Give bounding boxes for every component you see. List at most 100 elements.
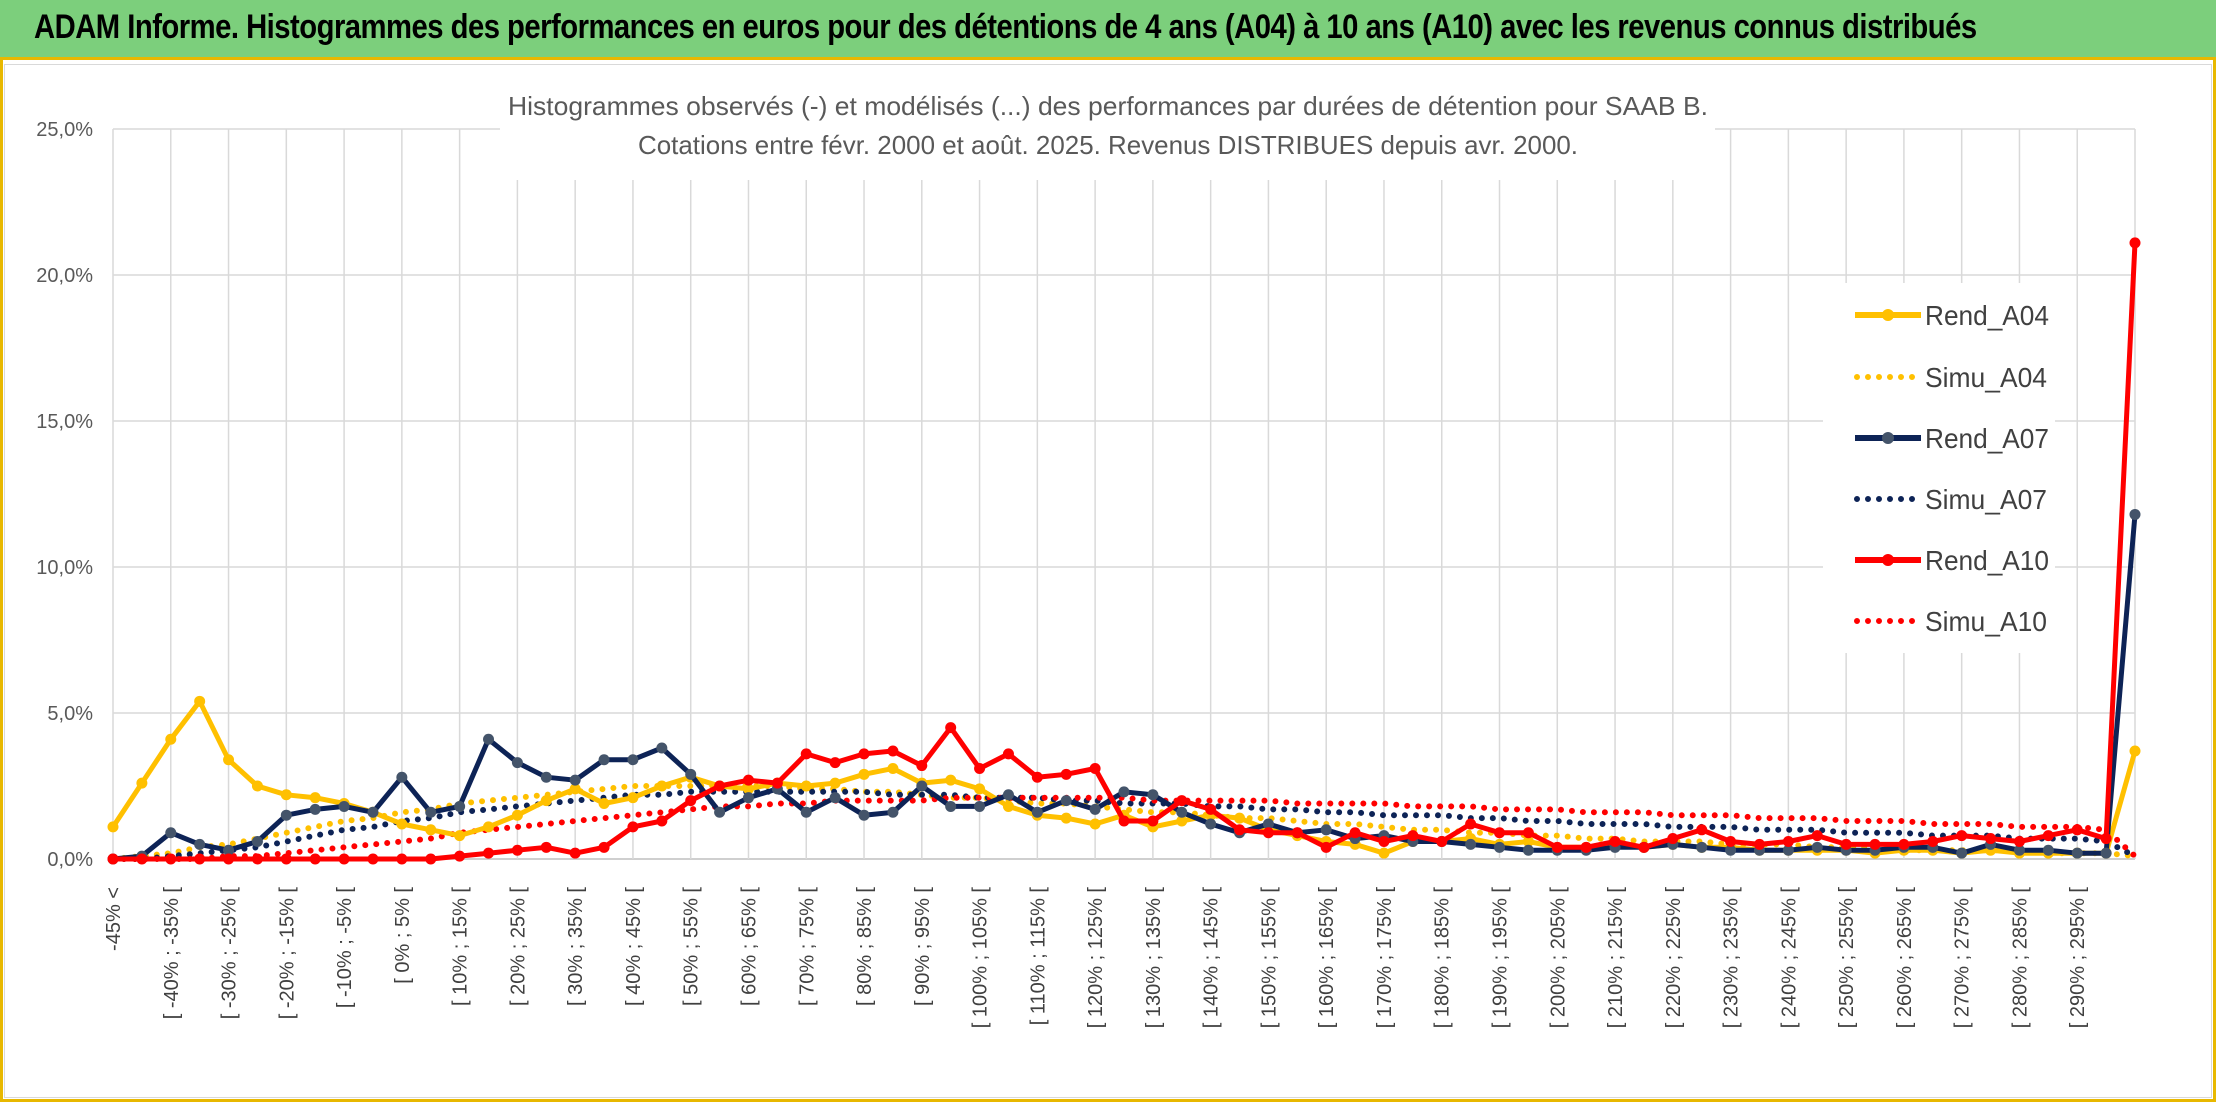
legend-marker	[1882, 432, 1894, 444]
x-tick-label: [ -30% ; -25% [	[219, 887, 241, 1020]
data-point-rend-a10	[1927, 835, 1939, 847]
data-point-rend-a10	[425, 853, 437, 865]
data-point-rend-a07	[483, 733, 495, 745]
data-point-rend-a07	[887, 806, 899, 818]
data-point-rend-a07	[454, 800, 466, 812]
data-point-rend-a04	[483, 821, 495, 833]
data-point-rend-a10	[1696, 824, 1708, 836]
data-point-rend-a04	[251, 780, 263, 792]
x-tick-label: [ -40% ; -35% [	[161, 887, 183, 1020]
data-point-rend-a10	[1667, 833, 1679, 845]
x-tick-label: [ 130% ; 135% [	[1143, 887, 1165, 1029]
data-point-rend-a07	[1956, 847, 1968, 859]
data-point-rend-a10	[338, 853, 350, 865]
legend-marker	[1882, 554, 1894, 566]
data-point-rend-a07	[656, 742, 668, 754]
data-point-rend-a10	[1551, 841, 1563, 853]
x-tick-label: [ 290% ; 295% [	[2067, 887, 2089, 1029]
data-point-rend-a04	[107, 821, 119, 833]
data-point-rend-a07	[1696, 841, 1708, 853]
data-point-rend-a10	[1205, 803, 1217, 815]
data-point-rend-a10	[742, 774, 754, 786]
data-point-rend-a04	[945, 774, 957, 786]
data-point-rend-a10	[2071, 824, 2083, 836]
data-point-rend-a10	[800, 748, 812, 760]
data-point-rend-a07	[1089, 803, 1101, 815]
data-point-rend-a10	[1349, 827, 1361, 839]
data-point-rend-a10	[1985, 833, 1997, 845]
y-tick-label: 20,0%	[36, 265, 93, 287]
data-point-rend-a10	[1898, 838, 1910, 850]
data-point-rend-a04	[598, 798, 610, 810]
data-point-rend-a04	[742, 783, 754, 795]
data-point-rend-a07	[1725, 844, 1737, 856]
data-point-rend-a10	[483, 847, 495, 859]
x-tick-label: [ 200% ; 205% [	[1547, 887, 1569, 1029]
data-point-rend-a10	[945, 722, 957, 734]
data-point-rend-a07	[1320, 824, 1332, 836]
chart-area: Histogrammes observés (-) et modélisés (…	[4, 64, 2212, 1098]
data-point-rend-a04	[887, 762, 899, 774]
data-point-rend-a07	[280, 809, 292, 821]
data-point-rend-a07	[945, 800, 957, 812]
data-point-rend-a10	[1002, 748, 1014, 760]
data-point-rend-a07	[1205, 818, 1217, 830]
legend-label: Simu_A04	[1925, 362, 2047, 393]
data-point-rend-a04	[540, 795, 552, 807]
data-point-rend-a04	[425, 824, 437, 836]
data-point-rend-a10	[2129, 237, 2141, 249]
data-point-rend-a10	[887, 745, 899, 757]
data-point-rend-a10	[1234, 824, 1246, 836]
x-axis-ticks: -45% < [ -40% ; -35% [[ -30% ; -25% [[ -2…	[103, 887, 2089, 1029]
data-point-rend-a04	[309, 792, 321, 804]
data-point-rend-a07	[742, 792, 754, 804]
legend-item-rend-a07: Rend_A07	[1855, 423, 2049, 454]
data-point-rend-a07	[858, 809, 870, 821]
chart-subtitle: Cotations entre févr. 2000 et août. 2025…	[638, 130, 1578, 160]
legend-label: Rend_A04	[1925, 300, 2049, 331]
legend-label: Rend_A10	[1925, 545, 2049, 576]
data-point-rend-a10	[1725, 835, 1737, 847]
data-point-rend-a04	[569, 783, 581, 795]
data-point-rend-a07	[165, 827, 177, 839]
data-point-rend-a04	[1522, 835, 1534, 847]
data-point-rend-a07	[2013, 844, 2025, 856]
data-point-rend-a10	[916, 760, 928, 772]
data-point-rend-a04	[511, 809, 523, 821]
data-point-rend-a10	[1494, 827, 1506, 839]
x-tick-label: [ 260% ; 265% [	[1894, 887, 1916, 1029]
data-point-rend-a04	[1060, 812, 1072, 824]
x-tick-label: [ 50% ; 55% [	[681, 887, 703, 1006]
x-tick-label: [ 230% ; 235% [	[1721, 887, 1743, 1029]
chart-title-group: Histogrammes observés (-) et modélisés (…	[500, 84, 1715, 180]
data-point-rend-a10	[280, 853, 292, 865]
data-point-rend-a10	[454, 850, 466, 862]
data-point-rend-a10	[1262, 827, 1274, 839]
x-tick-label: [ 80% ; 85% [	[854, 887, 876, 1006]
data-point-rend-a10	[1465, 818, 1477, 830]
data-point-rend-a10	[627, 821, 639, 833]
data-point-rend-a04	[858, 768, 870, 780]
legend-label: Simu_A07	[1925, 484, 2047, 515]
x-tick-label: [ 120% ; 125% [	[1085, 887, 1107, 1029]
data-point-rend-a04	[2129, 745, 2141, 757]
data-point-rend-a07	[223, 844, 235, 856]
data-point-rend-a10	[1320, 841, 1332, 853]
legend-label: Rend_A07	[1925, 423, 2049, 454]
data-point-rend-a10	[714, 780, 726, 792]
x-tick-label: [ 210% ; 215% [	[1605, 887, 1627, 1029]
data-point-rend-a07	[714, 806, 726, 818]
data-point-rend-a04	[800, 780, 812, 792]
data-point-rend-a10	[165, 853, 177, 865]
data-point-rend-a10	[1638, 841, 1650, 853]
data-point-rend-a07	[367, 806, 379, 818]
chart-title-background	[500, 84, 1715, 180]
data-point-rend-a10	[1811, 830, 1823, 842]
data-point-rend-a07	[1262, 818, 1274, 830]
data-point-rend-a10	[1089, 762, 1101, 774]
data-point-rend-a07	[194, 838, 206, 850]
y-tick-label: 5,0%	[47, 703, 93, 725]
data-point-rend-a10	[1753, 838, 1765, 850]
data-point-rend-a07	[569, 774, 581, 786]
